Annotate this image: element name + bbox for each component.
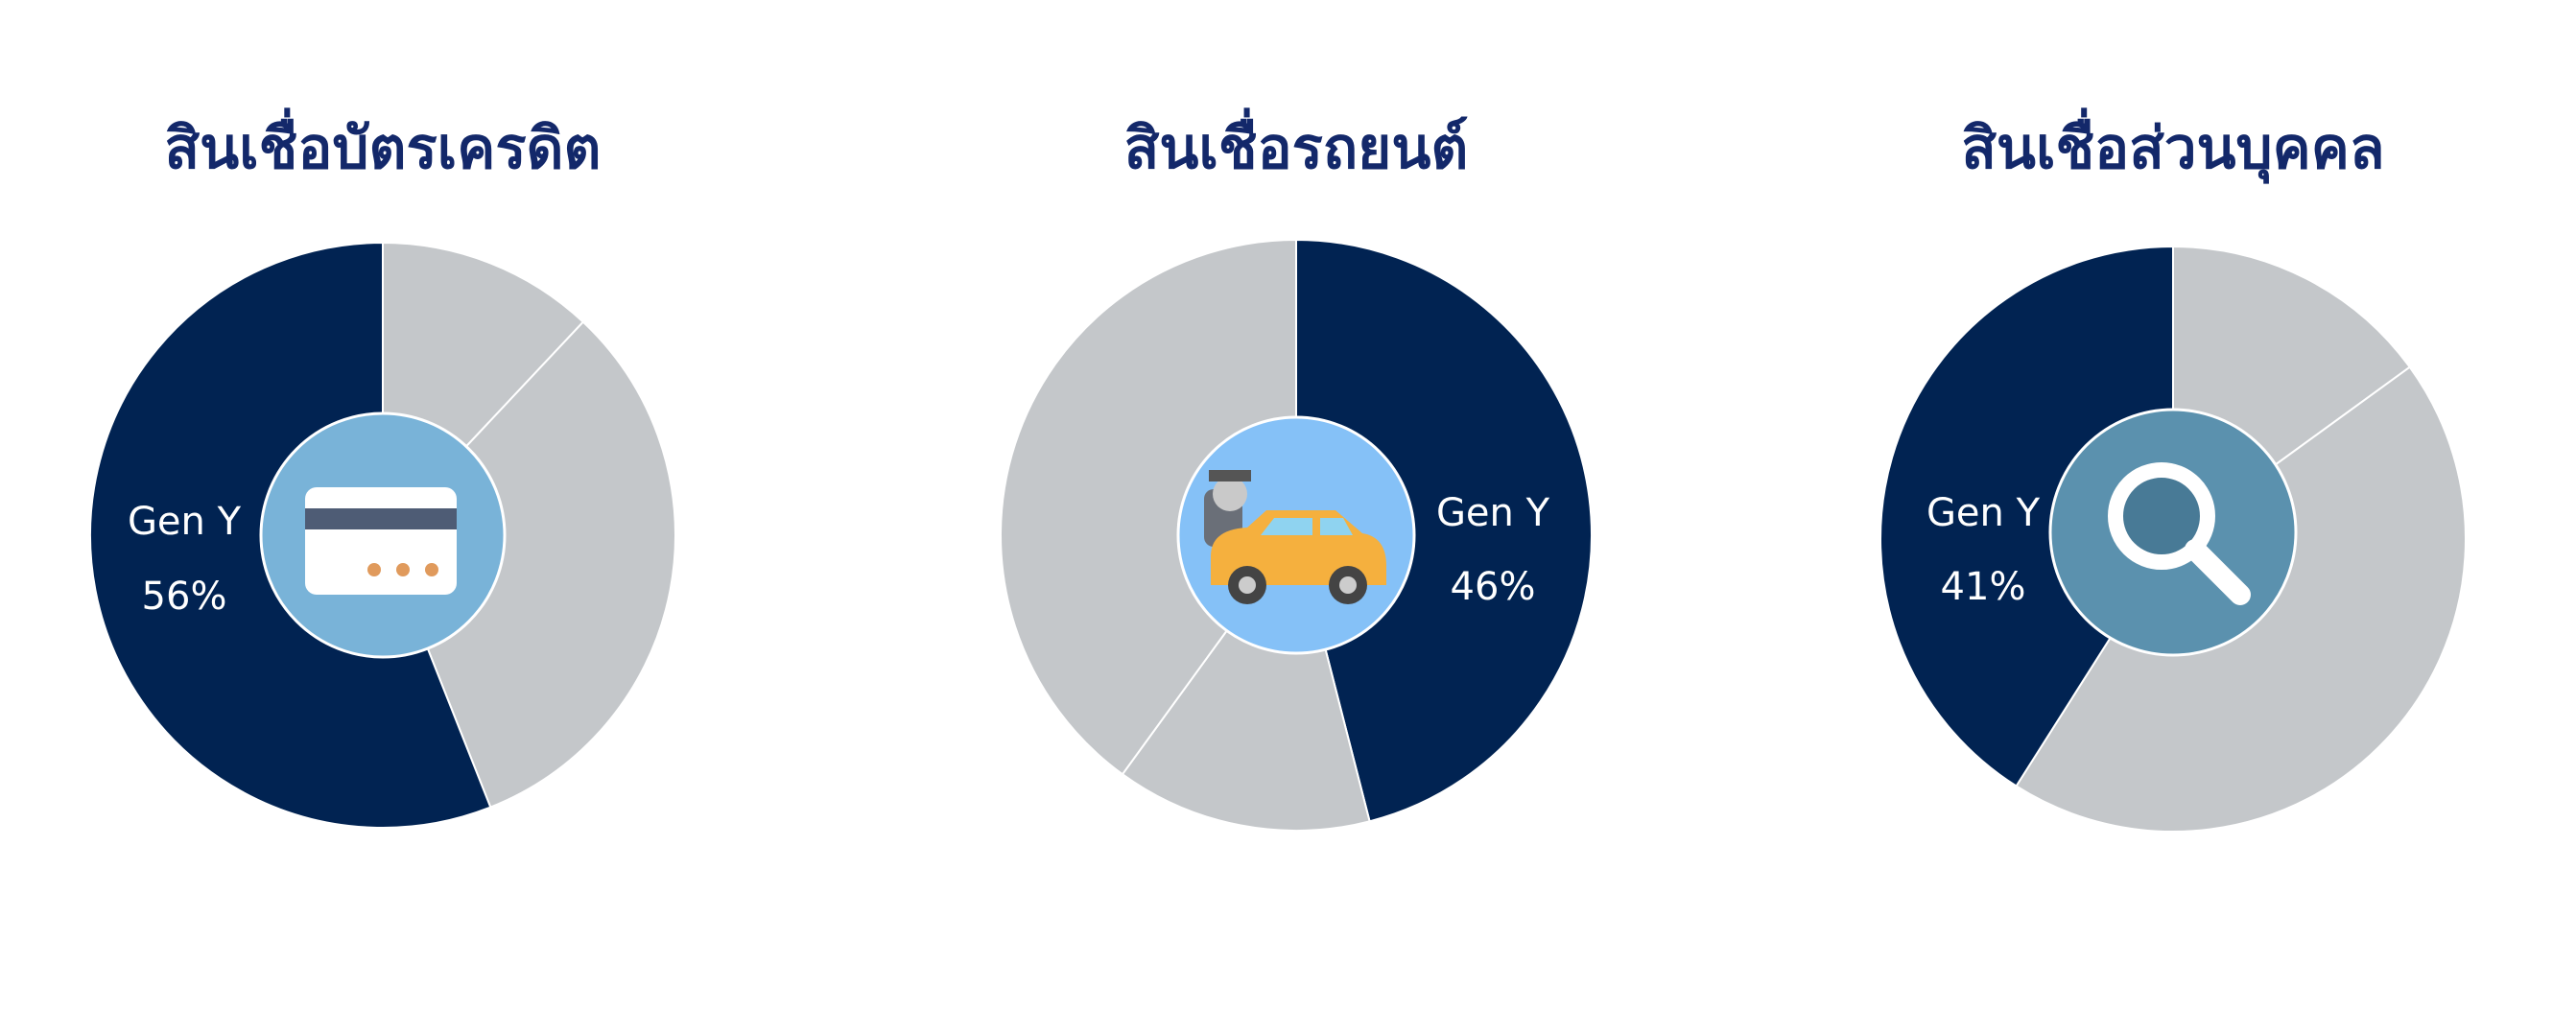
slice-label: Gen Y — [1436, 491, 1550, 535]
pie-slice — [381, 320, 676, 809]
chart-title: สินเชื่อรถยนต์ — [1124, 107, 1469, 182]
pie-slice — [1295, 238, 1593, 823]
credit-card-icon — [259, 411, 507, 659]
pie-slice — [1879, 245, 2174, 787]
chart-title: สินเชื่อบัตรเครดิต — [165, 107, 602, 182]
chart-title: สินเชื่อส่วนบุคคล — [1961, 107, 2384, 184]
value-label: 46% — [1451, 565, 1536, 609]
pie-slice — [1000, 238, 1297, 776]
value-label: 41% — [1941, 565, 2026, 609]
car-icon — [1176, 415, 1416, 655]
chart: สินเชื่อรถยนต์ Gen Y 46% — [1000, 107, 1593, 832]
search-icon — [2048, 408, 2298, 657]
slice-label: Gen Y — [1926, 491, 2041, 535]
value-label: 56% — [142, 575, 227, 619]
slice-label: Gen Y — [128, 500, 242, 544]
